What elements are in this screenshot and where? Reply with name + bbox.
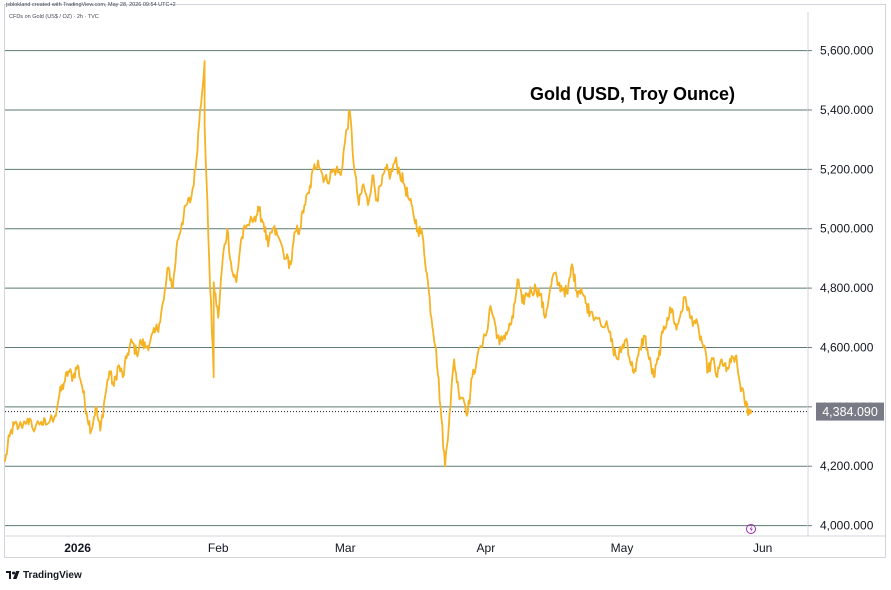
x-tick-label: Mar bbox=[335, 541, 356, 555]
lightning-icon[interactable] bbox=[746, 524, 756, 534]
y-tick-label: 5,600.000 bbox=[820, 44, 874, 58]
symbol-label: CFDs on Gold (US$ / OZ) · 2h · TVC bbox=[9, 14, 99, 20]
y-tick-label: 4,200.000 bbox=[820, 459, 874, 473]
x-tick-label: Jun bbox=[753, 541, 772, 555]
tradingview-logo: TradingView bbox=[6, 570, 82, 581]
last-price-tag-box bbox=[816, 402, 884, 421]
price-series-line[interactable] bbox=[4, 60, 750, 468]
header-credit: jsblokland created with TradingView.com,… bbox=[6, 2, 176, 8]
last-price-tag-label: 4,384.090 bbox=[822, 405, 878, 419]
x-tick-label: Apr bbox=[477, 541, 496, 555]
grid-lines bbox=[5, 50, 808, 527]
last-price-tag: 4,384.090 bbox=[816, 402, 884, 421]
tradingview-logo-icon bbox=[6, 571, 20, 579]
chart-title: Gold (USD, Troy Ounce) bbox=[530, 84, 735, 104]
time-axis[interactable]: 2026 Feb Mar Apr May Jun bbox=[64, 541, 772, 555]
last-price-marker bbox=[746, 408, 753, 415]
y-tick-label: 4,600.000 bbox=[820, 340, 874, 354]
y-tick-label: 5,400.000 bbox=[820, 103, 874, 117]
x-tick-label: Feb bbox=[208, 541, 229, 555]
y-tick-label: 4,000.000 bbox=[820, 519, 874, 533]
tradingview-brand: TradingView bbox=[23, 570, 82, 581]
price-axis[interactable]: 4,000.0004,200.0004,400.0004,600.0004,80… bbox=[808, 44, 874, 533]
y-tick-label: 4,800.000 bbox=[820, 281, 874, 295]
y-tick-label: 5,000.000 bbox=[820, 222, 874, 236]
y-tick-label: 5,200.000 bbox=[820, 162, 874, 176]
x-tick-label: 2026 bbox=[64, 541, 91, 555]
x-tick-label: May bbox=[611, 541, 634, 555]
chart-frame bbox=[4, 4, 886, 558]
